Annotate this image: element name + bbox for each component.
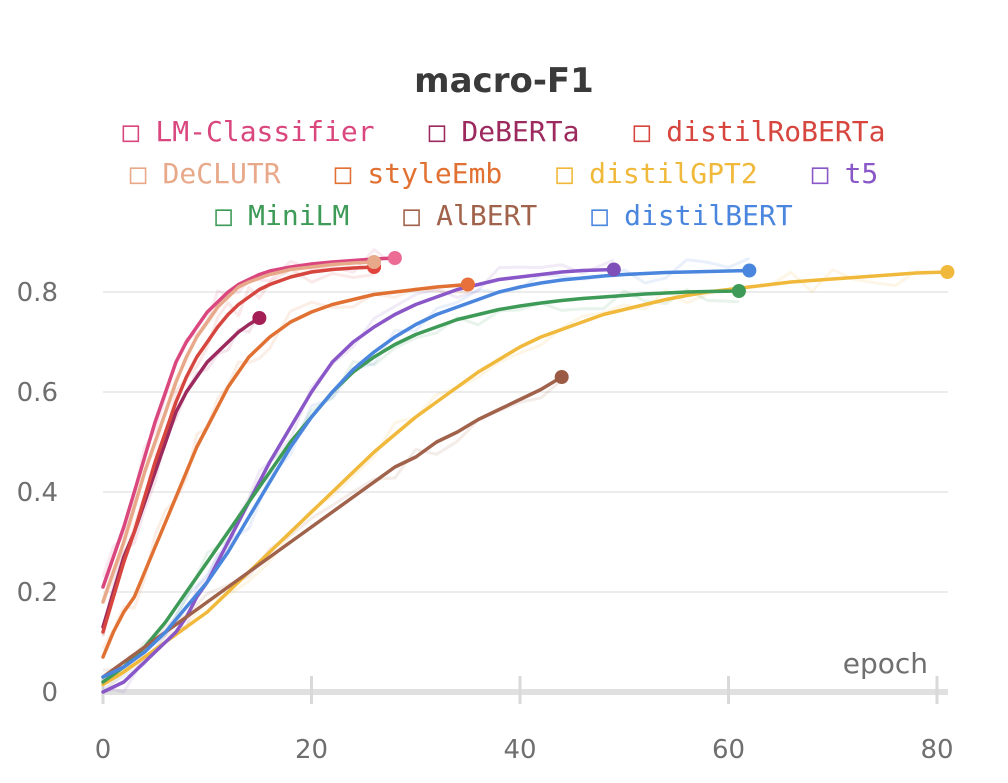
chart-title: macro-F1: [414, 61, 594, 101]
legend-item: □ LM-Classifier: [123, 115, 375, 148]
series-line: [101, 282, 470, 659]
y-tick-label: 0.4: [17, 478, 58, 508]
legend-item: □ distilBERT: [591, 199, 793, 232]
series-line: [101, 267, 616, 694]
legend-label: DeBERTa: [461, 115, 579, 148]
legend-item: □ styleEmb: [335, 157, 503, 190]
x-tick-label: 60: [712, 735, 745, 765]
legend-item: □ distilRoBERTa: [633, 115, 885, 148]
series-end-marker: [460, 277, 475, 292]
legend-item: □ t5: [812, 157, 879, 190]
series-line: [101, 260, 376, 604]
x-axis-label: epoch: [843, 647, 928, 680]
series-line: [101, 375, 564, 679]
y-tick-label: 0: [41, 678, 58, 708]
series-line: [101, 268, 752, 679]
series-end-markers: [252, 251, 955, 384]
y-tick-label: 0.8: [17, 278, 58, 308]
series-end-marker: [731, 284, 746, 298]
axes: 0 0.2 0.4 0.6 0.8 0 20 40 60 80: [17, 278, 954, 765]
legend-label: LM-Classifier: [155, 115, 374, 148]
legend-box-icon: □: [812, 157, 829, 190]
x-tick-label: 80: [920, 735, 953, 765]
legend-item: □ distilGPT2: [556, 157, 757, 190]
series-end-marker: [252, 311, 267, 325]
y-tick-label: 0.6: [17, 378, 58, 408]
legend-box-icon: □: [429, 115, 446, 148]
legend-box-icon: □: [556, 157, 573, 190]
series-ghost-line: [101, 311, 261, 637]
series-end-marker: [554, 370, 569, 384]
legend-label: DeCLUTR: [163, 157, 281, 190]
legend-item: □ MiniLM: [215, 199, 349, 232]
legend-row: □ LM-Classifier □ DeBERTa □ distilRoBERTa: [123, 115, 886, 148]
legend: □ LM-Classifier □ DeBERTa □ distilRoBERTa□ DeC…: [123, 115, 886, 232]
legend-box-icon: □: [591, 199, 608, 232]
series-line: [101, 265, 376, 634]
legend-row: □ MiniLM □ AlBERT □ distilBERT: [215, 199, 793, 232]
x-tick-label: 40: [503, 735, 536, 765]
series-line: [101, 270, 950, 687]
series-ghost-line: [101, 268, 948, 694]
legend-label: distilGPT2: [589, 157, 758, 190]
legend-label: t5: [845, 157, 879, 190]
series-end-marker: [742, 263, 757, 278]
series-end-marker: [367, 255, 382, 269]
series-line: [101, 256, 397, 589]
smoothing-ghost-lines: [101, 248, 948, 694]
series-line: [101, 289, 741, 684]
series-end-marker: [387, 251, 402, 265]
series-lines: [101, 256, 950, 694]
legend-box-icon: □: [335, 157, 352, 190]
legend-box-icon: □: [633, 115, 650, 148]
legend-label: styleEmb: [367, 157, 502, 190]
grid-lines: [103, 291, 948, 593]
series-ghost-line: [102, 288, 739, 683]
legend-box-icon: □: [215, 199, 232, 232]
legend-label: AlBERT: [436, 199, 537, 232]
legend-label: MiniLM: [248, 199, 349, 232]
legend-label: distilRoBERTa: [666, 115, 885, 148]
y-tick-label: 0.2: [17, 578, 58, 608]
legend-box-icon: □: [123, 115, 140, 148]
legend-box-icon: □: [403, 199, 420, 232]
legend-item: □ AlBERT: [403, 199, 537, 232]
x-tick-label: 20: [295, 735, 328, 765]
series-end-marker: [940, 265, 955, 279]
legend-item: □ DeCLUTR: [130, 157, 281, 190]
legend-row: □ DeCLUTR □ styleEmb □ distilGPT2 □ t5: [130, 157, 879, 190]
legend-item: □ DeBERTa: [429, 115, 580, 148]
series-end-marker: [606, 262, 621, 277]
legend-box-icon: □: [130, 157, 147, 190]
x-tick-label: 0: [95, 735, 112, 765]
legend-label: distilBERT: [624, 199, 793, 232]
